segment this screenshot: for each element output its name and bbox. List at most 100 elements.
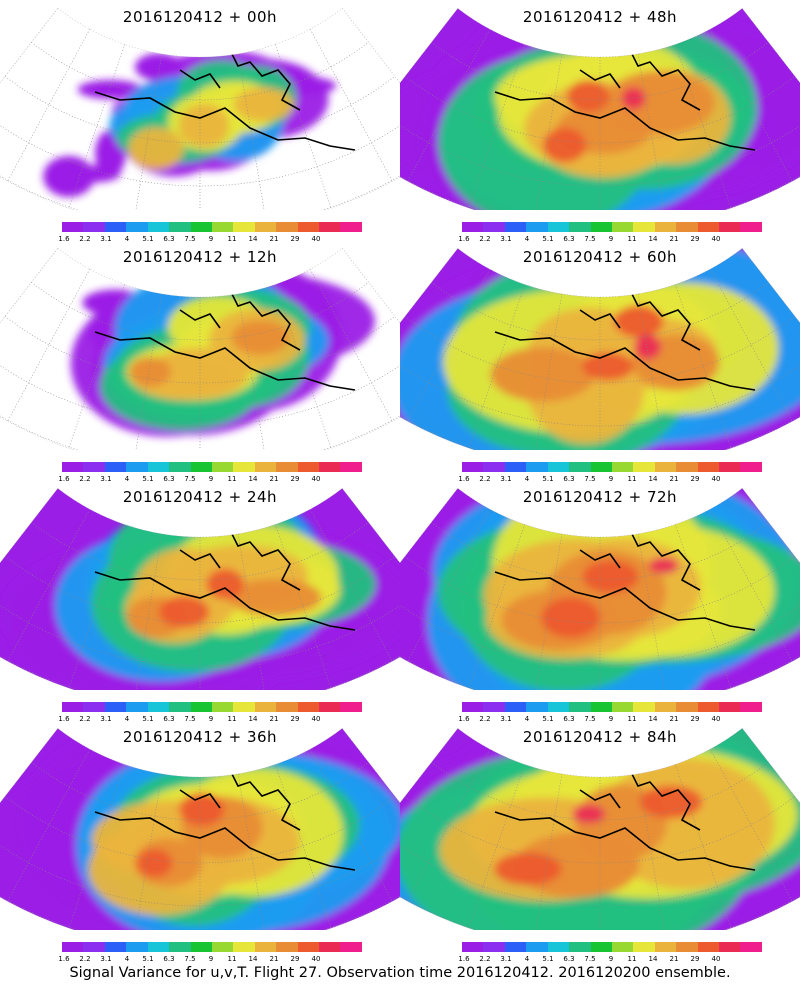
map-panel: 2016120412 + 84h 1.6 2.2 3.1 4 5.1 6.3 7.5 9 11 14… (400, 720, 800, 963)
colorbar-swatch (569, 462, 591, 472)
map-panel: 2016120412 + 24h 1.6 2.2 3.1 4 5.1 6.3 7.5 9 11 14… (0, 480, 400, 723)
colorbar-swatch (740, 702, 762, 712)
colorbar-swatch (740, 222, 762, 232)
colorbar-swatch (83, 942, 105, 952)
colorbar-label: 9 (208, 475, 214, 483)
colorbar-label: 40 (311, 475, 321, 483)
colorbar-label: 5.1 (142, 955, 154, 963)
colorbar-swatch (504, 942, 527, 952)
colorbar-label: 14 (248, 715, 258, 723)
colorbar-label: 21 (669, 235, 679, 243)
colorbar-swatch (483, 942, 505, 952)
variance-map (0, 727, 400, 930)
colorbar-swatch (211, 462, 234, 472)
colorbar-swatch (719, 462, 741, 472)
colorbar-label: 29 (290, 715, 300, 723)
colorbar-swatch (590, 702, 612, 712)
colorbar-swatch (569, 942, 591, 952)
colorbar-label: 6.3 (563, 235, 575, 243)
colorbar-labels: 1.6 2.2 3.1 4 5.1 6.3 7.5 9 11 14 21 29 40 (452, 715, 772, 725)
panel-title: 2016120412 + 00h (122, 8, 278, 26)
colorbar-label: 2.2 (79, 235, 91, 243)
colorbar-label: 11 (227, 715, 237, 723)
colorbar-label: 3.1 (100, 955, 112, 963)
colorbar-label: 1.6 (58, 475, 70, 483)
colorbar-label: 2.2 (79, 715, 91, 723)
colorbar-swatch (676, 462, 698, 472)
coastline (494, 769, 756, 871)
colorbar-label: 6.3 (163, 715, 175, 723)
colorbar-swatch (547, 702, 570, 712)
colorbar-label: 14 (648, 955, 658, 963)
colorbar-label: 5.1 (142, 235, 154, 243)
colorbar-swatch (83, 222, 105, 232)
colorbar-swatch (62, 222, 84, 232)
colorbar-swatch (104, 462, 127, 472)
colorbar-label: 21 (669, 715, 679, 723)
colorbar-label: 3.1 (500, 955, 512, 963)
colorbar-swatch (590, 222, 612, 232)
colorbar-label: 29 (690, 955, 700, 963)
colorbar-label: 29 (690, 475, 700, 483)
colorbar-label: 7.5 (584, 235, 596, 243)
colorbar-swatch (483, 222, 505, 232)
colorbar-label: 6.3 (163, 955, 175, 963)
panel-title: 2016120412 + 84h (522, 728, 678, 746)
colorbar-label: 21 (269, 235, 279, 243)
colorbar (462, 942, 762, 952)
colorbar (62, 942, 362, 952)
variance-map (400, 247, 800, 450)
colorbar-label: 40 (311, 235, 321, 243)
colorbar-label: 3.1 (500, 715, 512, 723)
colorbar-swatch (654, 462, 677, 472)
colorbar-label: 29 (290, 475, 300, 483)
colorbar-label: 9 (608, 955, 614, 963)
colorbar-label: 1.6 (458, 955, 470, 963)
colorbar-label: 40 (711, 715, 721, 723)
colorbar-swatch (719, 702, 741, 712)
colorbar-swatch (169, 222, 191, 232)
figure-caption: Signal Variance for u,v,T. Flight 27. Ob… (69, 965, 731, 981)
variance-map (0, 7, 400, 210)
colorbar-label: 2.2 (479, 955, 491, 963)
colorbar-swatch (590, 462, 612, 472)
colorbar-swatch (611, 942, 634, 952)
colorbar-swatch (611, 702, 634, 712)
colorbar-label: 4 (124, 715, 130, 723)
colorbar (62, 222, 362, 232)
colorbar-label: 2.2 (479, 475, 491, 483)
variance-map (0, 487, 400, 690)
colorbar-swatch (126, 222, 148, 232)
colorbar-swatch (276, 942, 298, 952)
colorbar-swatch (611, 462, 634, 472)
map-panel: 2016120412 + 00h 1.6 2.2 3.1 4 5.1 6.3 7.5 9 11 14… (0, 0, 400, 243)
map-panel: 2016120412 + 36h 1.6 2.2 3.1 4 5.1 6.3 7.5 9 11 14… (0, 720, 400, 963)
colorbar-swatch (233, 942, 255, 952)
colorbar-label: 11 (627, 955, 637, 963)
panel-title: 2016120412 + 72h (522, 488, 678, 506)
colorbar-swatch (654, 942, 677, 952)
colorbar-label: 29 (290, 235, 300, 243)
panel-title: 2016120412 + 36h (122, 728, 278, 746)
colorbar-swatch (190, 702, 212, 712)
colorbar-swatch (147, 702, 170, 712)
colorbar-label: 2.2 (79, 475, 91, 483)
colorbar-label: 7.5 (584, 955, 596, 963)
colorbar-swatch (190, 942, 212, 952)
colorbar-label: 40 (711, 475, 721, 483)
colorbar-swatch (276, 222, 298, 232)
colorbar-swatch (233, 222, 255, 232)
colorbar-label: 14 (248, 475, 258, 483)
panel-title: 2016120412 + 24h (122, 488, 278, 506)
colorbar-swatch (147, 942, 170, 952)
colorbar-label: 1.6 (58, 715, 70, 723)
colorbar-label: 7.5 (184, 715, 196, 723)
colorbar-label: 11 (227, 475, 237, 483)
colorbar-swatch (211, 222, 234, 232)
colorbar-label: 4 (524, 955, 530, 963)
colorbar-swatch (276, 462, 298, 472)
colorbar-swatch (254, 222, 277, 232)
colorbar-swatch (633, 222, 655, 232)
colorbar-swatch (569, 222, 591, 232)
colorbar-label: 4 (524, 235, 530, 243)
